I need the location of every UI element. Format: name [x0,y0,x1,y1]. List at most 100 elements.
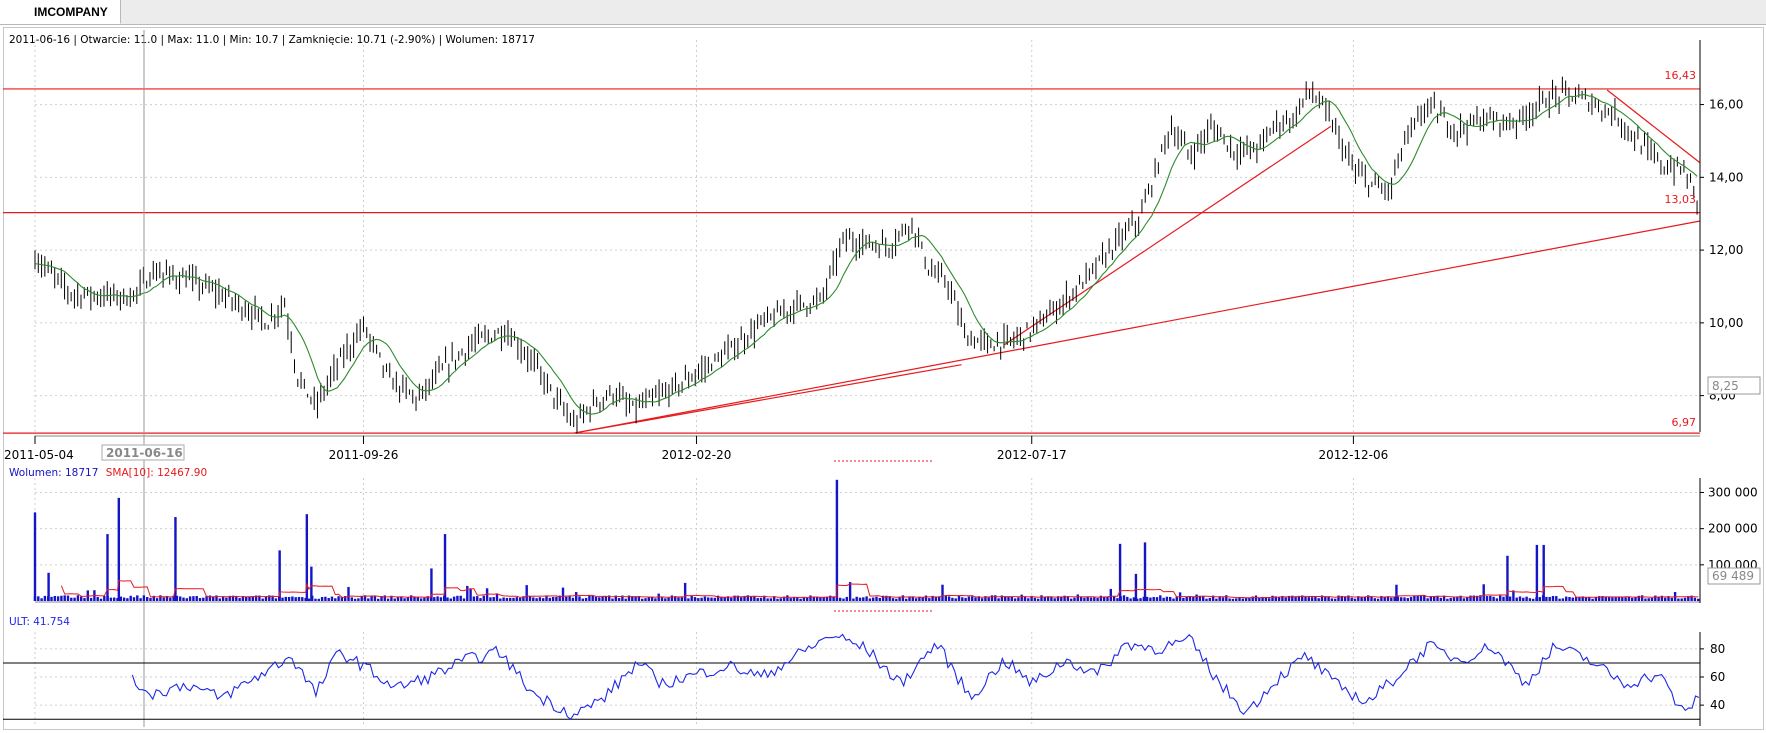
volume-bar [1664,597,1667,601]
volume-bar [221,596,225,601]
volume-bar [1426,598,1429,601]
volume-bar [235,596,238,601]
volume-bar [1000,595,1004,601]
volume-bar [819,597,822,601]
volume-bar [433,597,436,601]
trendline [574,364,962,434]
volume-bar [116,598,119,601]
volume-bar [1687,596,1690,601]
volume-bar [848,582,852,601]
volume-bar [1198,596,1202,601]
volume-bar [1535,544,1539,601]
volume-bar [1578,597,1581,601]
volume-bar [1495,598,1499,601]
volume-bar [1037,598,1040,601]
price-y-tick-label: 10,00 [1709,316,1743,330]
volume-bar [238,598,241,601]
volume-bar [786,595,789,601]
volume-bar [1624,597,1627,601]
volume-bar [1274,596,1277,601]
volume-bar [796,597,799,601]
volume-bar [1693,597,1697,601]
volume-bar [393,598,396,601]
volume-bar [1106,597,1109,601]
volume-bar [555,596,558,601]
volume-bar [1350,597,1353,601]
price-x-tick-label: 2012-02-20 [662,448,732,462]
volume-bar [271,595,274,601]
volume-bar [499,598,502,601]
price-current-box [1707,376,1761,395]
volume-bar [766,598,769,601]
volume-bar [1241,598,1244,601]
volume-bar [1512,590,1515,601]
volume-bar [1149,597,1152,601]
ult-grid [34,632,1700,724]
volume-bar [1143,542,1147,601]
volume-bar [1542,544,1545,601]
volume-bar [40,598,43,601]
volume-bar [430,568,433,601]
volume-bar [1195,594,1198,601]
volume-bar [951,597,954,601]
volume-bar [753,595,756,601]
volume-bar [1099,595,1103,601]
volume-bar [773,596,776,601]
volume-bar [1211,595,1215,601]
volume-bar [89,597,93,601]
volume-bar [872,597,875,601]
volume-bar [1134,573,1138,601]
volume-legend-value: Wolumen: 18717 [9,467,98,479]
volume-bar [723,596,726,601]
volume-bar [367,598,370,601]
volume-bar [707,597,710,601]
volume-bar [1409,597,1413,601]
volume-bar [305,514,309,601]
volume-bar [1683,597,1687,601]
volume-sma-line [60,579,1699,599]
volume-bar [1258,597,1261,601]
volume-bar [1690,595,1693,601]
volume-bar [251,596,254,601]
volume-bar [944,595,947,601]
volume-bar [858,597,862,601]
volume-bar [373,595,377,601]
tab-imcompany[interactable]: IMCOMPANY [0,0,121,24]
volume-bar [406,597,410,601]
volume-bar [294,597,297,601]
level-label-bottom: 6,97 [1672,416,1697,429]
volume-bar [103,595,106,601]
volume-bar [1126,596,1129,601]
trendline [1004,125,1332,346]
volume-bar [608,595,611,601]
volume-bar [195,595,198,601]
volume-bar [1314,596,1317,601]
volume-bar [340,596,344,601]
volume-bar [1073,597,1076,601]
volume-bar [347,586,350,601]
volume-bar [938,596,941,601]
volume-bar [1202,595,1205,601]
volume-bar [152,595,155,601]
ult-legend: ULT: 41.754 [9,616,70,628]
volume-bar [994,595,997,601]
volume-bar [297,596,301,601]
volume-bar [1192,596,1195,601]
volume-bar [1588,596,1591,601]
volume-bar [594,596,598,601]
volume-bar [1297,595,1301,601]
volume-bar [334,598,337,601]
volume-bar [878,597,881,601]
volume-bar [1040,595,1043,601]
volume-bar [1456,596,1459,601]
volume-bar [403,598,406,601]
volume-bar [911,596,914,601]
volume-bar [350,597,353,601]
volume-bar [1112,596,1116,601]
volume-bar [1188,596,1192,601]
volume-bar [1376,598,1380,601]
volume-bar [746,595,749,601]
volume-bar [1396,596,1400,601]
volume-bar [1647,598,1650,601]
